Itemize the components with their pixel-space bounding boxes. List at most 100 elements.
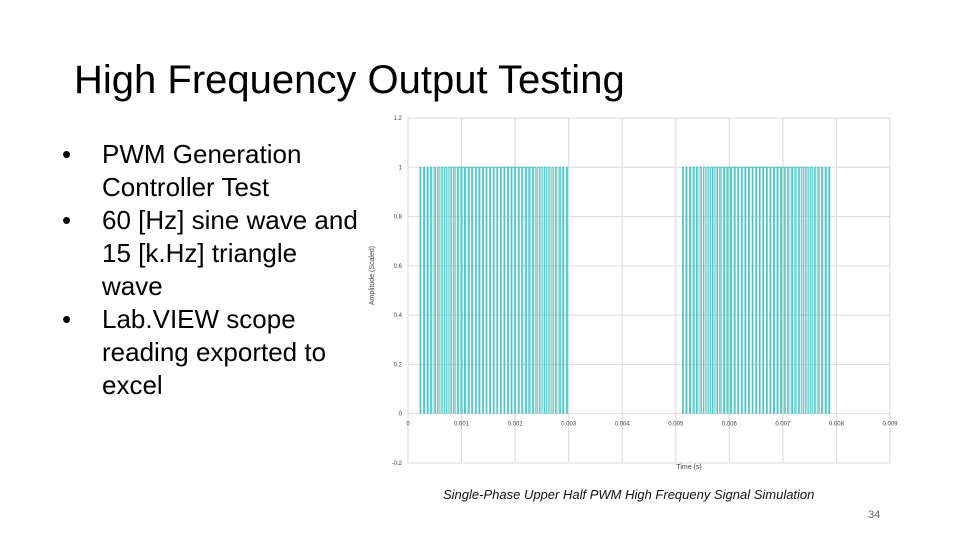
y-tick-label: 0 — [399, 412, 403, 418]
pwm-pulse — [781, 166, 785, 414]
y-axis-label: Amplitude (Scaled) — [369, 246, 376, 305]
pwm-pulse — [773, 166, 778, 414]
pwm-pulse — [475, 166, 480, 414]
pwm-pulse — [802, 166, 806, 414]
y-tick-label: 1 — [399, 165, 403, 171]
pwm-pulse — [784, 166, 789, 414]
pwm-pulse — [529, 166, 533, 414]
slide-title: High Frequency Output Testing — [74, 58, 625, 102]
pwm-pulse — [734, 166, 739, 414]
y-tick-label: 0.8 — [394, 215, 403, 221]
pwm-pulse — [458, 166, 462, 414]
pwm-pulse — [511, 166, 516, 414]
y-tick-label: 1.2 — [394, 116, 403, 122]
x-tick-label: 0 — [406, 422, 410, 428]
pwm-pulse — [717, 166, 721, 414]
bullet-item: • 60 [Hz] sine wave and 15 [k.Hz] triangl… — [62, 204, 362, 303]
pwm-pulse — [493, 166, 498, 414]
pwm-pulse — [738, 166, 742, 414]
pwm-pulse — [544, 166, 547, 414]
pwm-pulse — [813, 166, 817, 414]
slide-number: 34 — [868, 509, 881, 521]
x-tick-label: 0.007 — [775, 422, 791, 428]
pwm-pulse — [482, 166, 487, 414]
pwm-pulse — [562, 166, 565, 414]
pwm-pulse — [444, 166, 447, 414]
pwm-pulse — [437, 166, 440, 414]
pwm-pulse — [554, 166, 558, 414]
bullet-dot: • — [62, 205, 72, 235]
pwm-pulse — [699, 166, 703, 414]
pwm-pulse — [748, 166, 753, 414]
pwm-pulse — [500, 166, 505, 414]
x-axis-label: Time (s) — [676, 464, 701, 471]
pwm-pulse — [731, 166, 735, 414]
bullet-dot: • — [62, 139, 72, 169]
bullet-list: • PWM Generation Controller Test • 60 [Hz]… — [62, 138, 362, 402]
pwm-pulse — [685, 166, 688, 414]
pwm-pulse — [752, 166, 757, 414]
pwm-pulse — [759, 166, 764, 414]
pwm-pulse — [710, 166, 713, 414]
pwm-pulse — [465, 166, 469, 414]
pwm-pulse — [817, 166, 820, 414]
pwm-pulse — [540, 166, 544, 414]
x-tick-label: 0.001 — [454, 422, 470, 428]
pwm-pulse — [489, 166, 494, 414]
pwm-pulse — [451, 166, 455, 414]
pwm-pulse — [777, 166, 782, 414]
pwm-pulse — [706, 166, 710, 414]
pwm-pulse — [741, 166, 746, 414]
pwm-pulse — [770, 166, 775, 414]
pwm-pulse — [565, 166, 568, 414]
bullet-dot: • — [62, 304, 72, 334]
pwm-pulse — [426, 166, 429, 414]
pwm-pulse — [497, 166, 501, 414]
pwm-pulse — [795, 166, 799, 414]
pwm-pulse — [479, 166, 484, 414]
pwm-pulse — [433, 166, 436, 414]
pwm-pulse — [533, 166, 537, 414]
pwm-pulse — [518, 166, 523, 414]
pwm-pulse — [824, 166, 827, 414]
pwm-pulse — [423, 166, 426, 414]
bullet-text: PWM Generation Controller Test — [102, 139, 302, 202]
pwm-pulse — [472, 166, 476, 414]
pwm-pulse — [755, 166, 760, 414]
pwm-pulse — [536, 166, 540, 414]
pwm-pulse — [447, 166, 451, 414]
pwm-pulse — [696, 166, 699, 414]
x-tick-label: 0.008 — [829, 422, 845, 428]
pwm-pulse — [713, 166, 717, 414]
y-tick-label: 0.4 — [394, 313, 403, 319]
pwm-pulse — [430, 166, 433, 414]
chart-caption: Single-Phase Upper Half PWM High Frequen… — [443, 487, 815, 502]
y-tick-label: 0.6 — [394, 264, 403, 270]
bullet-item: • Lab.VIEW scope reading exported to exce… — [62, 303, 362, 402]
pwm-pulse — [419, 166, 422, 414]
y-tick-label: 0.2 — [394, 362, 403, 368]
pwm-pulse — [515, 166, 519, 414]
pwm-pulse — [440, 166, 444, 414]
pwm-pulse — [461, 166, 466, 414]
pwm-pulse — [763, 166, 767, 414]
x-tick-label: 0.003 — [561, 422, 577, 428]
pwm-pulse — [558, 166, 561, 414]
pwm-pulse — [745, 166, 750, 414]
pwm-pulse — [766, 166, 771, 414]
pwm-pulse — [504, 166, 509, 414]
pwm-pulse — [547, 166, 551, 414]
pwm-pulse — [468, 166, 473, 414]
pwm-pulse — [724, 166, 728, 414]
pwm-pulse — [682, 166, 684, 414]
pwm-pulse — [828, 166, 831, 414]
pwm-pulse — [791, 166, 796, 414]
pwm-pulse — [806, 166, 810, 414]
pwm-pulse — [727, 166, 732, 414]
bullet-item: • PWM Generation Controller Test — [62, 138, 362, 204]
pwm-signal-chart: 1.2 1 0.8 0.6 0.4 0.2 0 -0.2 0 0.001 0.002 0.003 0.0… — [369, 116, 898, 471]
pwm-pulse — [522, 166, 526, 414]
x-tick-label: 0.006 — [722, 422, 738, 428]
pwm-pulse — [810, 166, 813, 414]
pwm-pulse — [720, 166, 724, 414]
